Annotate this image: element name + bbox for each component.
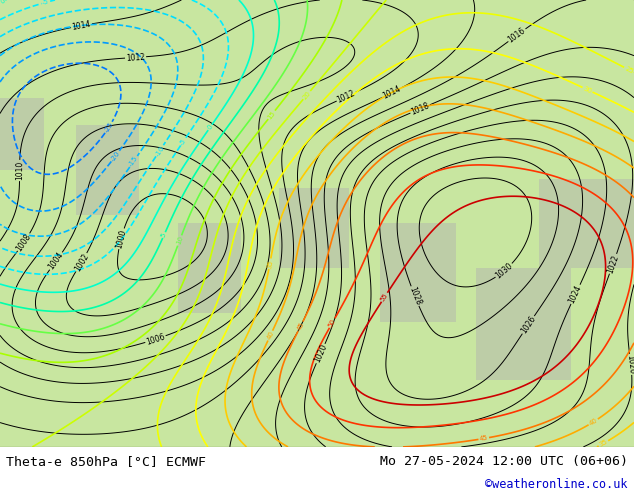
Text: Theta-e 850hPa [°C] ECMWF: Theta-e 850hPa [°C] ECMWF xyxy=(6,456,206,468)
Text: 0: 0 xyxy=(0,0,6,5)
Text: 1012: 1012 xyxy=(126,52,145,63)
Text: 35: 35 xyxy=(266,259,274,269)
Text: 40: 40 xyxy=(266,330,275,341)
Text: 0: 0 xyxy=(206,124,214,131)
Text: 45: 45 xyxy=(296,321,305,332)
Polygon shape xyxy=(380,223,456,322)
Text: -15: -15 xyxy=(128,155,139,168)
Text: -25: -25 xyxy=(103,121,114,134)
Text: 45: 45 xyxy=(479,435,489,442)
Text: ©weatheronline.co.uk: ©weatheronline.co.uk xyxy=(485,478,628,490)
Text: -20: -20 xyxy=(110,150,121,163)
Text: 5: 5 xyxy=(160,232,167,238)
Text: 40: 40 xyxy=(588,417,598,427)
Polygon shape xyxy=(539,179,634,268)
Text: 1014: 1014 xyxy=(382,84,403,101)
Text: 20: 20 xyxy=(302,90,312,100)
Text: 1008: 1008 xyxy=(15,232,33,253)
Text: 1028: 1028 xyxy=(407,286,423,307)
Text: -5: -5 xyxy=(179,137,188,147)
Text: 1012: 1012 xyxy=(336,89,357,105)
Text: -10: -10 xyxy=(154,144,165,157)
Text: 1016: 1016 xyxy=(507,26,527,45)
Polygon shape xyxy=(476,268,571,380)
Text: 35: 35 xyxy=(598,439,609,448)
Text: 1030: 1030 xyxy=(494,261,514,280)
Text: 1010: 1010 xyxy=(15,161,24,180)
Text: 1024: 1024 xyxy=(567,284,584,305)
Text: 1018: 1018 xyxy=(410,101,430,117)
Text: 1004: 1004 xyxy=(47,250,65,271)
Text: 1026: 1026 xyxy=(519,315,538,335)
Text: 1014: 1014 xyxy=(71,20,92,32)
Polygon shape xyxy=(279,188,349,268)
Text: 1020: 1020 xyxy=(313,343,328,364)
Text: 1000: 1000 xyxy=(114,228,128,249)
Text: 10: 10 xyxy=(175,235,184,246)
Text: 1020: 1020 xyxy=(625,354,634,374)
Polygon shape xyxy=(178,223,241,313)
Text: -5: -5 xyxy=(42,0,50,6)
Text: 15: 15 xyxy=(266,110,276,120)
Text: 1022: 1022 xyxy=(605,253,621,274)
Polygon shape xyxy=(76,125,139,215)
Polygon shape xyxy=(0,98,44,170)
Text: 25: 25 xyxy=(624,65,634,74)
Text: 1006: 1006 xyxy=(145,332,166,346)
Text: 55: 55 xyxy=(380,292,389,302)
Text: 50: 50 xyxy=(327,318,337,328)
Text: Mo 27-05-2024 12:00 UTC (06+06): Mo 27-05-2024 12:00 UTC (06+06) xyxy=(380,456,628,468)
Text: 1002: 1002 xyxy=(73,252,90,273)
Text: 30: 30 xyxy=(582,85,593,95)
